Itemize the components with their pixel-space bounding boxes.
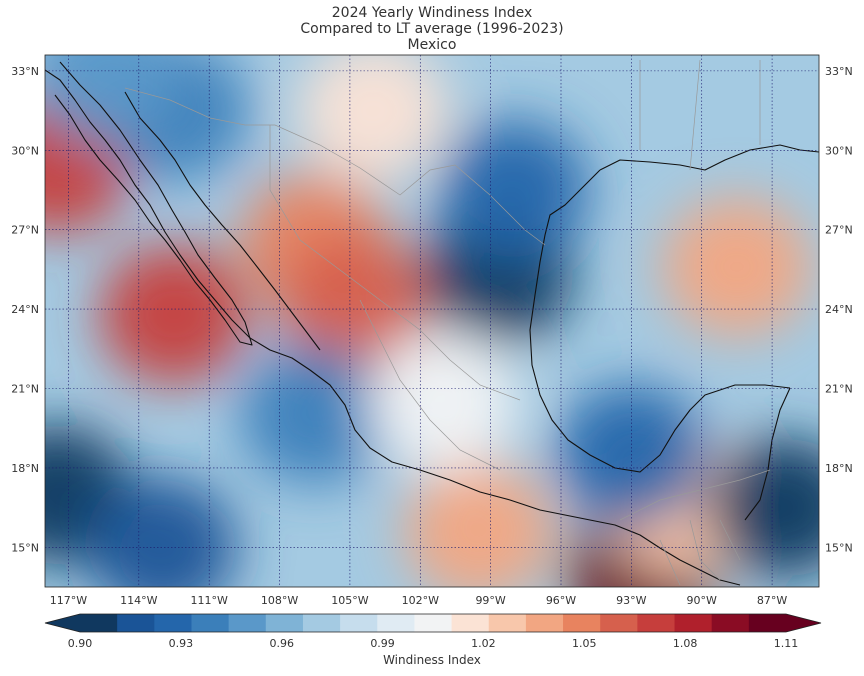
lat-tick-label-left: 24°N bbox=[11, 303, 39, 316]
lat-tick-label-right: 30°N bbox=[825, 144, 853, 157]
windiness-region-7 bbox=[403, 461, 554, 587]
colorbar-outline bbox=[44, 613, 822, 633]
colorbar-extend-low bbox=[45, 614, 80, 632]
colorbar-segment-18 bbox=[748, 614, 787, 632]
colorbar-segment-5 bbox=[265, 614, 304, 632]
colorbar-segment-6 bbox=[302, 614, 341, 632]
lat-tick-label-left: 21°N bbox=[11, 382, 39, 395]
title-line-3: Mexico bbox=[407, 37, 457, 53]
colorbar-segment-16 bbox=[674, 614, 713, 632]
lon-tick-label: 87°W bbox=[757, 594, 787, 607]
colorbar-tick-label: 0.90 bbox=[68, 637, 93, 650]
windiness-region-15 bbox=[239, 344, 390, 485]
longitude-labels: 117°W 114°W 111°W 108°W 105°W 102°W 99°W 96°W 93… bbox=[50, 594, 788, 607]
windiness-region-3 bbox=[279, 233, 430, 374]
colorbar bbox=[44, 613, 822, 633]
windiness-field bbox=[45, 55, 819, 587]
lon-tick-label: 102°W bbox=[402, 594, 439, 607]
political-borders bbox=[124, 59, 771, 586]
colorbar-segment-12 bbox=[525, 614, 564, 632]
lon-tick-label: 99°W bbox=[475, 594, 505, 607]
lat-tick-label-right: 24°N bbox=[825, 303, 853, 316]
colorbar-tick-label: 1.05 bbox=[572, 637, 597, 650]
lon-tick-label: 90°W bbox=[687, 594, 717, 607]
colorbar-segment-1 bbox=[117, 614, 155, 632]
colorbar-segment-10 bbox=[451, 614, 490, 632]
lat-tick-label-right: 15°N bbox=[825, 541, 853, 554]
windiness-region-18 bbox=[368, 331, 519, 472]
colorbar-tick-label: 1.02 bbox=[471, 637, 496, 650]
lon-tick-label: 93°W bbox=[616, 594, 646, 607]
colorbar-segment-7 bbox=[340, 614, 378, 632]
colorbar-tick-label: 0.96 bbox=[269, 637, 294, 650]
title-line-2: Compared to LT average (1996-2023) bbox=[300, 21, 564, 37]
colorbar-segment-14 bbox=[600, 614, 638, 632]
lat-tick-label-right: 21°N bbox=[825, 382, 853, 395]
windiness-region-1 bbox=[99, 244, 249, 385]
lon-tick-label: 117°W bbox=[50, 594, 87, 607]
colorbar-segment-13 bbox=[563, 614, 601, 632]
latitude-labels: 33°N 33°N 30°N 30°N 27°N 27°N 24°N 24°N 21°N 21°N… bbox=[11, 65, 852, 554]
colorbar-segment-3 bbox=[191, 614, 230, 632]
colorbar-segment-0 bbox=[80, 614, 118, 632]
colorbar-segment-2 bbox=[154, 614, 192, 632]
lat-tick-label-left: 30°N bbox=[11, 144, 39, 157]
lon-tick-label: 114°W bbox=[120, 594, 157, 607]
colorbar-segment-9 bbox=[414, 614, 453, 632]
lon-tick-label: 108°W bbox=[261, 594, 298, 607]
windiness-region-4 bbox=[298, 55, 449, 181]
lat-tick-label-left: 33°N bbox=[11, 65, 39, 78]
title-line-1: 2024 Yearly Windiness Index bbox=[331, 5, 533, 21]
windiness-region-12 bbox=[708, 437, 819, 578]
lat-tick-label-right: 27°N bbox=[825, 224, 853, 237]
colorbar-segment-4 bbox=[228, 614, 267, 632]
colorbar-segment-17 bbox=[711, 614, 750, 632]
lon-tick-label: 111°W bbox=[190, 594, 227, 607]
lat-tick-label-right: 33°N bbox=[825, 65, 853, 78]
colorbar-tick-label: 0.99 bbox=[370, 637, 395, 650]
lat-tick-label-right: 18°N bbox=[825, 462, 853, 475]
lat-tick-label-left: 27°N bbox=[11, 224, 39, 237]
colorbar-tick-label: 1.11 bbox=[774, 637, 799, 650]
windiness-region-10 bbox=[439, 119, 590, 260]
colorbar-tick-label: 1.08 bbox=[673, 637, 698, 650]
colorbar-label: Windiness Index bbox=[383, 653, 481, 667]
map-frame bbox=[44, 54, 820, 588]
coastline bbox=[45, 61, 819, 586]
lat-tick-label-left: 18°N bbox=[11, 462, 39, 475]
colorbar-segment-11 bbox=[488, 614, 527, 632]
windiness-region-14 bbox=[87, 477, 238, 587]
colorbar-ticks: 0.90 0.93 0.96 0.99 1.02 1.05 1.08 1.11 bbox=[68, 637, 799, 650]
windiness-region-17 bbox=[45, 55, 179, 141]
lat-tick-label-left: 15°N bbox=[11, 541, 39, 554]
lon-tick-label: 96°W bbox=[546, 594, 576, 607]
graticule bbox=[45, 55, 819, 587]
windiness-region-5 bbox=[661, 196, 812, 337]
colorbar-segment-15 bbox=[637, 614, 676, 632]
colorbar-segment-8 bbox=[377, 614, 415, 632]
lon-tick-label: 105°W bbox=[331, 594, 368, 607]
colorbar-tick-label: 0.93 bbox=[169, 637, 194, 650]
colorbar-extend-high bbox=[786, 614, 821, 632]
